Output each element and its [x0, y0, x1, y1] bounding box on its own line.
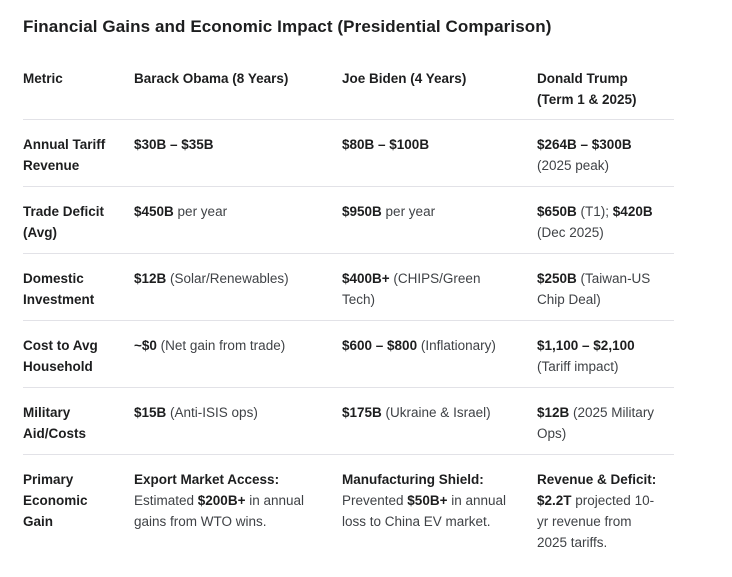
value-emphasis: $600 – $800: [342, 338, 418, 353]
comparison-table: Metric Barack Obama (8 Years) Joe Biden …: [23, 68, 674, 563]
value-cell: $600 – $800 (Inflationary): [342, 321, 537, 387]
value-emphasis: $1,100 – $2,100: [537, 338, 635, 353]
value-text: (Net gain from trade): [156, 338, 286, 353]
value-cell: $400B+ (CHIPS/Green Tech): [342, 254, 537, 320]
value-cell: $12B (Solar/Renewables): [134, 254, 342, 320]
value-emphasis: $450B: [134, 204, 174, 219]
value-emphasis: $30B – $35B: [134, 137, 214, 152]
value-text: Estimated: [134, 493, 198, 508]
value-cell: $950B per year: [342, 187, 537, 253]
table-row: Trade Deficit (Avg) $450B per year $950B p…: [23, 187, 674, 254]
value-text: (2025 peak): [537, 158, 610, 173]
page-title: Financial Gains and Economic Impact (Pre…: [23, 17, 552, 36]
value-emphasis: $80B – $100B: [342, 137, 430, 152]
value-emphasis: $950B: [342, 204, 382, 219]
value-cell: $250B (Taiwan-US Chip Deal): [537, 254, 674, 320]
column-header-obama: Barack Obama (8 Years): [134, 71, 289, 86]
value-emphasis: $12B: [134, 271, 167, 286]
metric-cell: Military Aid/Costs: [23, 405, 87, 441]
table-body: Annual Tariff Revenue $30B – $35B $80B – $…: [23, 120, 674, 563]
column-header-trump: Donald Trump (Term 1 & 2025): [537, 71, 637, 107]
value-emphasis: Revenue & Deficit: $2.2T: [537, 472, 657, 508]
value-text: (Taiwan-US Chip Deal): [537, 271, 651, 307]
table-row: Domestic Investment $12B (Solar/Renewable…: [23, 254, 674, 321]
value-emphasis: Manufacturing Shield:: [342, 472, 484, 487]
column-header-biden: Joe Biden (4 Years): [342, 71, 467, 86]
value-cell: $12B (2025 Military Ops): [537, 388, 674, 454]
value-emphasis: $420B: [612, 204, 653, 219]
value-cell: Revenue & Deficit: $2.2T projected 10-yr…: [537, 455, 674, 563]
value-emphasis: ~$0: [134, 338, 157, 353]
value-cell: $1,100 – $2,100 (Tariff impact): [537, 321, 674, 387]
value-cell: $175B (Ukraine & Israel): [342, 388, 537, 454]
value-text: (Dec 2025): [537, 225, 604, 240]
value-text: in annual gains from WTO wins.: [134, 493, 305, 529]
value-emphasis: $250B: [537, 271, 577, 286]
value-cell: $80B – $100B: [342, 120, 537, 186]
value-emphasis: $15B: [134, 405, 167, 420]
value-text: Prevented: [342, 493, 408, 508]
value-text: in annual loss to China EV market.: [342, 493, 507, 529]
value-cell: $650B (T1); $420B (Dec 2025): [537, 187, 674, 253]
table-row: Military Aid/Costs $15B (Anti-ISIS ops) $1…: [23, 388, 674, 455]
metric-cell: Domestic Investment: [23, 271, 95, 307]
value-text: (Inflationary): [417, 338, 496, 353]
metric-cell: Annual Tariff Revenue: [23, 137, 106, 173]
comparison-page: Financial Gains and Economic Impact (Pre…: [23, 17, 674, 563]
value-text: (2025 Military Ops): [537, 405, 655, 441]
value-cell: ~$0 (Net gain from trade): [134, 321, 342, 387]
value-cell: $30B – $35B: [134, 120, 342, 186]
value-emphasis: $200B+: [197, 493, 246, 508]
value-text: per year: [173, 204, 228, 219]
value-emphasis: Export Market Access:: [134, 472, 280, 487]
value-emphasis: $650B: [537, 204, 577, 219]
value-text: (Anti-ISIS ops): [166, 405, 258, 420]
table-row: Cost to Avg Household ~$0 (Net gain from …: [23, 321, 674, 388]
value-emphasis: $50B+: [407, 493, 448, 508]
value-emphasis: $175B: [342, 405, 382, 420]
value-text: (T1);: [576, 204, 613, 219]
value-text: per year: [381, 204, 436, 219]
value-cell: $450B per year: [134, 187, 342, 253]
value-text: (CHIPS/Green Tech): [342, 271, 481, 307]
value-text: projected 10-yr revenue from 2025 tariff…: [537, 493, 655, 550]
column-header-metric: Metric: [23, 71, 63, 86]
value-cell: $15B (Anti-ISIS ops): [134, 388, 342, 454]
value-emphasis: $12B: [537, 405, 570, 420]
value-cell: Export Market Access: Estimated $200B+ i…: [134, 455, 342, 563]
table-row: Primary Economic Gain Export Market Acces…: [23, 455, 674, 563]
value-emphasis: $400B+: [342, 271, 390, 286]
value-cell: Manufacturing Shield: Prevented $50B+ in…: [342, 455, 537, 563]
value-cell: $264B – $300B (2025 peak): [537, 120, 674, 186]
table-row: Annual Tariff Revenue $30B – $35B $80B – $…: [23, 120, 674, 187]
value-text: (Ukraine & Israel): [381, 405, 491, 420]
metric-cell: Cost to Avg Household: [23, 338, 98, 374]
metric-cell: Trade Deficit (Avg): [23, 204, 105, 240]
table-header-row: Metric Barack Obama (8 Years) Joe Biden …: [23, 68, 674, 120]
metric-cell: Primary Economic Gain: [23, 472, 88, 529]
value-text: (Solar/Renewables): [166, 271, 289, 286]
value-emphasis: $264B – $300B: [537, 137, 632, 152]
value-text: (Tariff impact): [537, 359, 619, 374]
